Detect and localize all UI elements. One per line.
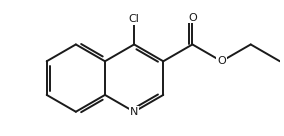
Text: O: O [217,56,226,66]
Text: O: O [188,13,197,23]
Text: Cl: Cl [129,14,139,24]
Text: N: N [130,107,138,117]
